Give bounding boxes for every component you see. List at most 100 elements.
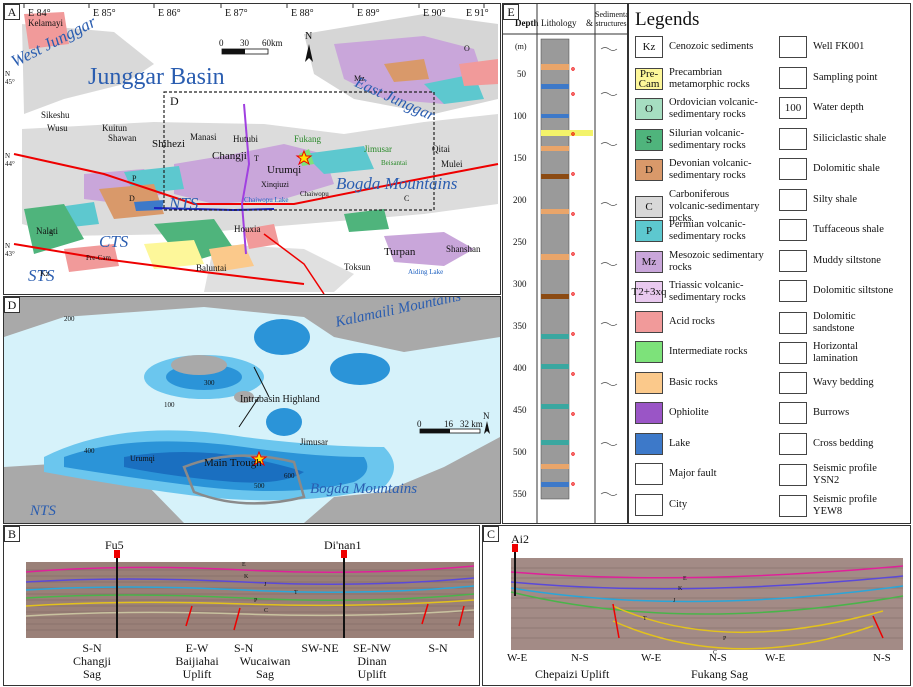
lithology-column [503, 4, 627, 523]
legend-label: Siliciclastic shale [813, 132, 887, 144]
city-label: Sikeshu [41, 110, 70, 120]
horizon-label: T [643, 616, 647, 622]
depth-tick: 300 [513, 279, 527, 289]
legend-label: Tuffaceous shale [813, 224, 884, 235]
direction-label: E-W [185, 641, 209, 655]
legend-swatch: O [635, 98, 663, 120]
legend-swatch: T2+3xq [632, 281, 666, 303]
lat-tick: 45° [5, 78, 15, 86]
legend-swatch [779, 249, 807, 272]
legend-swatch [779, 311, 807, 334]
legend-swatch [779, 342, 807, 364]
city-label: Xinqiuzi [261, 180, 289, 189]
contour-label: 500 [254, 482, 265, 490]
legend-swatch: 100 [779, 97, 807, 119]
legend-swatch [779, 464, 807, 486]
legend-title: Legends [635, 9, 700, 30]
legend-swatch [779, 127, 807, 150]
formation-label: T [254, 154, 259, 163]
horizon-label: J [673, 598, 676, 604]
well-label: Ai2 [511, 532, 529, 546]
depth-tick: 400 [513, 363, 527, 373]
depth-tick: 350 [513, 321, 527, 331]
region-label-basin: Junggar Basin [88, 64, 225, 90]
legend-label: Well FK001 [813, 41, 865, 52]
seismic-section-c [510, 544, 904, 650]
column-e-panel: E Depth Lithology & Sedimentary structur… [502, 3, 628, 524]
region-label-trough: Main Trough [204, 457, 262, 469]
depth-tick: 250 [513, 237, 527, 247]
legend-item: Basic rocks [635, 371, 769, 394]
region-label-nts: NTS [169, 194, 199, 213]
legend-item: Cross bedding [779, 432, 899, 455]
depth-tick: 50 [517, 69, 526, 79]
legend-label: Devonian volcanic-sedimentary rocks [669, 158, 752, 181]
legend-swatch: Mz [635, 250, 663, 273]
legend-label: Sampling point [813, 71, 878, 83]
structure-label: Fukang Sag [691, 667, 748, 681]
legend-swatch [635, 432, 663, 455]
direction-label: N-S [873, 652, 891, 664]
direction-label: N-S [571, 652, 589, 664]
unit-code: Kz [40, 269, 50, 278]
unit-code: C [404, 194, 410, 203]
panel-label-a: A [4, 4, 20, 20]
scale-end: 60km [262, 38, 283, 48]
city-label: Wusu [47, 123, 68, 133]
legend-item: Wavy bedding [779, 371, 899, 394]
legend-label: Dolomitic shale [813, 163, 880, 174]
direction-label: W-E [507, 652, 528, 664]
depth-tick: 200 [513, 195, 527, 205]
horizon-label: E [683, 576, 687, 582]
legend-label: Intermediate rocks [669, 346, 748, 357]
direction-label: W-E [765, 652, 786, 664]
lat-tick: 43° [5, 250, 15, 258]
legend-item: City [635, 493, 769, 516]
legend-item: Horizontal lamination [779, 341, 899, 365]
scale-end: 32 km [460, 419, 483, 429]
lake-label: Aiding Lake [408, 268, 444, 276]
header-depth: Depth [515, 18, 539, 28]
horizon-label: T [294, 590, 298, 596]
legend-item: 100 Water depth [779, 97, 899, 119]
legend-swatch: Kz [635, 36, 663, 58]
seismic-section-b [25, 550, 475, 638]
legend-swatch [779, 494, 807, 517]
horizon-label: C [713, 650, 718, 656]
legend-label: Muddy siltstone [813, 254, 881, 266]
legend-label: Water depth [813, 102, 864, 113]
legend-label: Carboniferous volcanic-sedimentary rocks [669, 188, 760, 224]
unit-code: S [49, 229, 54, 238]
legend-label: Acid rocks [669, 315, 715, 327]
lon-ticks: E 84° E 85° E 86° E 87° E 88° E 89° E 90… [4, 8, 500, 20]
lat-tick: 44° [5, 160, 15, 168]
scale-mid: 30 [240, 38, 249, 48]
legend-label: Ordovician volcanic-sedimentary rocks [669, 97, 758, 120]
north-arrow-label: N [305, 31, 313, 42]
legend-swatch [779, 402, 807, 424]
legend-label: Cenozoic sediments [669, 41, 754, 52]
horizon-label: E [242, 562, 246, 568]
legend-label: Precambrian metamorphic rocks [669, 66, 750, 90]
lake-label: Chaiwopu Lake [244, 196, 289, 204]
structure-label: Sag [256, 667, 274, 681]
lat-tick-n: N [5, 70, 11, 78]
legend-item: Sampling point [779, 66, 899, 89]
legend-panel: Legends Kz Cenozoic sediments Pre-Cam Preca… [628, 3, 911, 524]
legend-item: Silty shale [779, 188, 899, 211]
legend-swatch: C [635, 195, 663, 218]
structure-label: Sag [83, 667, 101, 681]
legend-item: Ophiolite [635, 402, 769, 424]
city-label: Mulei [441, 159, 463, 169]
legend-item: Well FK001 [779, 36, 899, 58]
geologic-map [4, 4, 500, 294]
legend-swatch: S [635, 128, 663, 151]
legend-label: Silurian volcanic-sedimentary rocks [669, 127, 746, 151]
legend-swatch: D [635, 159, 663, 181]
city-label: Kelamayi [28, 18, 63, 28]
legend-item: Muddy siltstone [779, 249, 899, 272]
legend-label: Triassic volcanic-sedimentary rocks [669, 280, 746, 303]
legend-swatch [635, 493, 663, 516]
legend-item: Burrows [779, 402, 899, 424]
legend-label: Mesozoic sedimentary rocks [669, 249, 764, 273]
